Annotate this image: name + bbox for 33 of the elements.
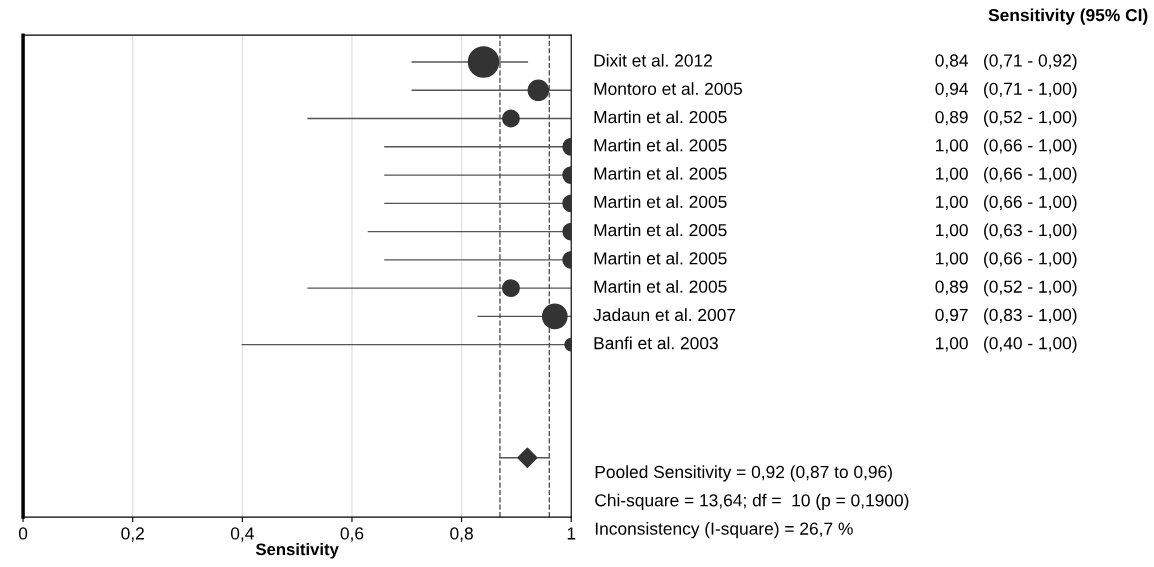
y-tick-label: Martin et al. 2005 [594,223,727,237]
data-label: 1,00 (0,66 - 1,00) [936,138,1077,155]
text: Pooled Sensitivity = 0,92 (0,87 to 0,96) [595,465,892,482]
y-tick-label: Martin et al. 2005 [594,166,727,180]
x-tick-label: 0,4 [230,527,254,542]
y-tick-label: Banfi et al. 2003 [594,336,718,350]
data-label: 0,89 (0,52 - 1,00) [935,280,1077,297]
text: Sensitivity (95% CI) [988,8,1148,25]
y-tick-label: Martin et al. 2005 [594,138,727,152]
y-tick-label: Montoro et al. 2005 [594,82,743,95]
x-tick-label: 0,2 [121,527,144,542]
y-tick-label: Martin et al. 2005 [594,110,727,124]
x-tick-label: 0 [18,527,28,540]
data-label: 1,00 (0,66 - 1,00) [936,195,1077,212]
text: Inconsistency (I-square) = 26,7 % [595,522,853,539]
data-label: 1,00 (0,40 - 1,00) [936,336,1077,353]
y-tick-label: Martin et al. 2005 [594,251,727,265]
x-tick-label: 1 [567,527,576,540]
x-tick-label: 0,8 [450,527,473,542]
data-label: 0,97 (0,83 - 1,00) [935,308,1077,325]
x-tick-label: 0,6 [340,527,364,542]
data-label: 1,00 (0,66 - 1,00) [936,166,1077,184]
x-axis-title: Sensitivity [255,543,339,559]
data-label: 0,89 (0,52 - 1,00) [935,110,1077,127]
data-label: 0,94 (0,71 - 1,00) [935,82,1077,99]
data-label: 0,84 (0,71 - 0,92) [935,53,1077,71]
y-tick-label: Martin et al. 2005 [594,280,727,293]
text: Chi-square = 13,64; df = 10 (p = 0,1900) [595,493,909,510]
data-label: 1,00 (0,66 - 1,00) [936,251,1077,268]
y-tick-label: Dixit et al. 2012 [594,53,712,67]
y-tick-label: Jadaun et al. 2007 [593,308,736,322]
data-label: 1,00 (0,63 - 1,00) [936,223,1077,240]
y-tick-label: Martin et al. 2005 [594,195,727,208]
